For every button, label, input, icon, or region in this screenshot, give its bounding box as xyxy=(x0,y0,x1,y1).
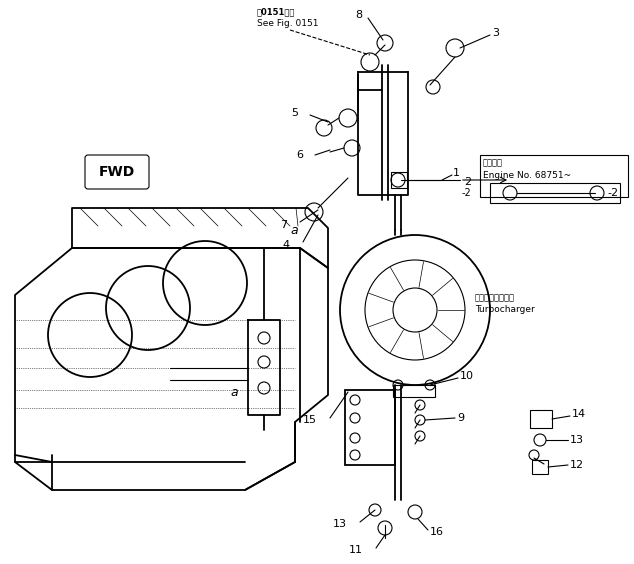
Text: Turbocharger: Turbocharger xyxy=(475,306,534,315)
Text: 1: 1 xyxy=(453,168,460,178)
Text: 14: 14 xyxy=(572,409,586,419)
Text: 9: 9 xyxy=(457,413,464,423)
Bar xyxy=(391,172,407,188)
Text: -2: -2 xyxy=(607,188,618,198)
Bar xyxy=(530,410,552,428)
Bar xyxy=(532,460,548,474)
Text: 2: 2 xyxy=(464,177,471,187)
Bar xyxy=(345,390,395,465)
Text: 6: 6 xyxy=(296,150,303,160)
Bar xyxy=(480,155,628,197)
Text: 適用号素: 適用号素 xyxy=(483,158,503,168)
Text: 10: 10 xyxy=(460,371,474,381)
Text: 囷0151参照: 囷0151参照 xyxy=(257,7,295,16)
Text: See Fig. 0151: See Fig. 0151 xyxy=(257,19,318,28)
Bar xyxy=(393,385,435,397)
Text: 8: 8 xyxy=(355,10,362,20)
Text: a: a xyxy=(290,223,297,236)
Text: 12: 12 xyxy=(570,460,584,470)
Text: 15: 15 xyxy=(303,415,317,425)
Text: -2: -2 xyxy=(462,188,472,198)
Text: 13: 13 xyxy=(333,519,347,529)
Text: 16: 16 xyxy=(430,527,444,537)
Text: 5: 5 xyxy=(291,108,298,118)
Text: 13: 13 xyxy=(570,435,584,445)
Text: 3: 3 xyxy=(492,28,499,38)
Text: 11: 11 xyxy=(349,545,363,555)
Text: FWD: FWD xyxy=(99,165,135,179)
Bar xyxy=(490,183,620,203)
Text: Engine No. 68751~: Engine No. 68751~ xyxy=(483,170,571,179)
Text: a: a xyxy=(230,386,238,399)
Text: 4: 4 xyxy=(283,240,290,250)
Text: ターボチャージャ: ターボチャージャ xyxy=(475,293,515,302)
Text: 7: 7 xyxy=(280,220,287,230)
